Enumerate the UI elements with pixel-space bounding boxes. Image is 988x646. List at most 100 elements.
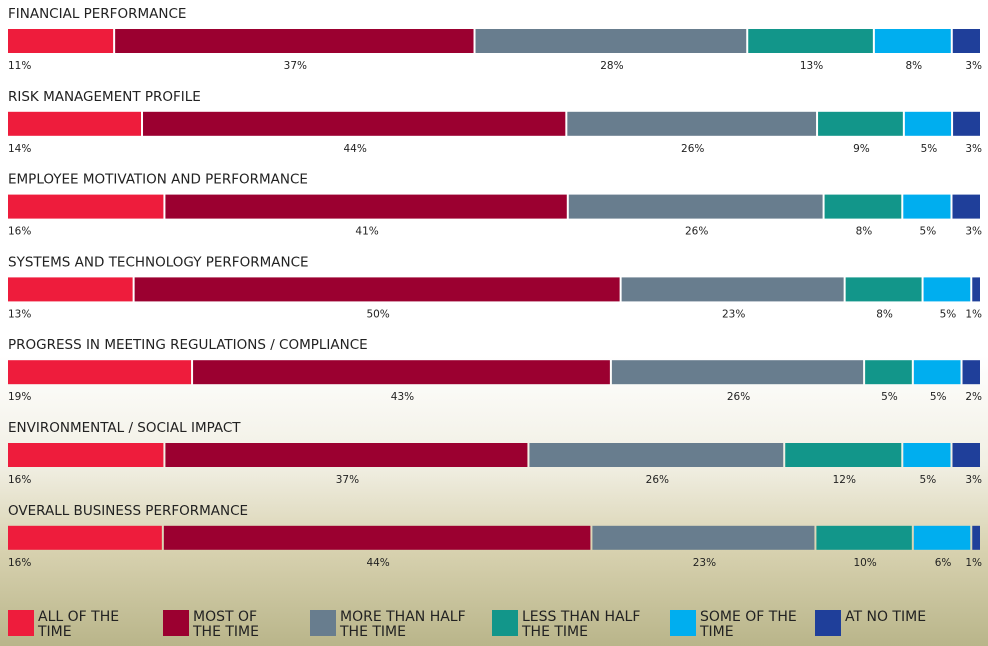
legend-label: LESS THAN HALF THE TIME xyxy=(522,610,652,640)
row-title: ENVIRONMENTAL / SOCIAL IMPACT xyxy=(8,420,241,436)
value-label: 23% xyxy=(693,557,716,569)
bar-segment xyxy=(953,29,980,53)
bar-segment xyxy=(193,360,610,384)
value-label: 1% xyxy=(965,308,982,320)
value-label: 8% xyxy=(856,226,873,238)
value-label: 5% xyxy=(930,391,947,403)
bar-segment xyxy=(8,360,191,384)
bar-segment xyxy=(816,526,911,550)
value-label: 11% xyxy=(8,60,31,72)
value-label: 6% xyxy=(935,557,952,569)
value-label: 5% xyxy=(921,143,938,155)
bar-segment xyxy=(569,195,823,219)
bar-segment xyxy=(476,29,747,53)
legend-swatch xyxy=(815,610,841,636)
bar-segment xyxy=(825,195,902,219)
legend-swatch xyxy=(310,610,336,636)
value-label: 41% xyxy=(355,226,378,238)
bar-segment xyxy=(914,360,961,384)
value-label: 10% xyxy=(853,557,876,569)
bar-segment xyxy=(903,443,950,467)
value-label: 12% xyxy=(833,474,856,486)
legend-item: MOST OF THE TIME xyxy=(163,610,281,640)
bar-segment xyxy=(8,526,162,550)
value-label: 28% xyxy=(600,60,623,72)
legend-label: AT NO TIME xyxy=(845,610,975,625)
value-label: 16% xyxy=(8,557,31,569)
value-label: 8% xyxy=(905,60,922,72)
legend-label: ALL OF THE TIME xyxy=(38,610,138,640)
bar-segment xyxy=(143,112,565,136)
legend-item: ALL OF THE TIME xyxy=(8,610,138,640)
bar-segment xyxy=(903,195,950,219)
bar-segment xyxy=(8,29,113,53)
value-label: 5% xyxy=(920,474,937,486)
bar-segment xyxy=(567,112,816,136)
value-label: 3% xyxy=(965,226,982,238)
legend-label: SOME OF THE TIME xyxy=(700,610,800,640)
value-label: 19% xyxy=(8,391,31,403)
row-title: FINANCIAL PERFORMANCE xyxy=(8,6,186,22)
bar-segment xyxy=(924,277,971,301)
value-label: 9% xyxy=(853,143,870,155)
bar-segment xyxy=(529,443,783,467)
value-label: 14% xyxy=(8,143,31,155)
bar-segment xyxy=(8,112,141,136)
bar-segment xyxy=(865,360,912,384)
bar-segment xyxy=(8,277,133,301)
value-label: 44% xyxy=(343,143,366,155)
bar-segment xyxy=(914,526,970,550)
bar-segment xyxy=(818,112,903,136)
bar-segment xyxy=(592,526,814,550)
value-label: 26% xyxy=(646,474,669,486)
value-label: 8% xyxy=(876,308,893,320)
bar-segment xyxy=(8,443,163,467)
legend-swatch xyxy=(492,610,518,636)
value-label: 26% xyxy=(685,226,708,238)
value-label: 3% xyxy=(965,143,982,155)
value-label: 13% xyxy=(800,60,823,72)
legend-item: AT NO TIME xyxy=(815,610,975,636)
row-title: EMPLOYEE MOTIVATION AND PERFORMANCE xyxy=(8,172,308,188)
bar-segment xyxy=(165,195,566,219)
bar-segment xyxy=(905,112,951,136)
legend-swatch xyxy=(8,610,34,636)
legend-swatch xyxy=(670,610,696,636)
value-label: 37% xyxy=(284,60,307,72)
bar-segment xyxy=(785,443,901,467)
value-label: 2% xyxy=(965,391,982,403)
row-title: RISK MANAGEMENT PROFILE xyxy=(8,89,201,105)
legend-item: LESS THAN HALF THE TIME xyxy=(492,610,652,640)
legend-item: MORE THAN HALF THE TIME xyxy=(310,610,470,640)
value-label: 26% xyxy=(727,391,750,403)
bar-segment xyxy=(612,360,863,384)
bar-segment xyxy=(135,277,620,301)
bar-segment xyxy=(952,443,980,467)
bar-segment xyxy=(115,29,473,53)
bar-segment xyxy=(8,195,163,219)
bar-segment xyxy=(622,277,844,301)
legend-swatch xyxy=(163,610,189,636)
bar-segment xyxy=(972,277,980,301)
legend-label: MORE THAN HALF THE TIME xyxy=(340,610,470,640)
value-label: 16% xyxy=(8,474,31,486)
bar-segment xyxy=(875,29,951,53)
value-label: 5% xyxy=(881,391,898,403)
bar-segment xyxy=(164,526,591,550)
value-label: 26% xyxy=(681,143,704,155)
value-label: 16% xyxy=(8,226,31,238)
value-label: 50% xyxy=(366,308,389,320)
value-label: 44% xyxy=(366,557,389,569)
bar-segment xyxy=(748,29,873,53)
bar-segment xyxy=(972,526,980,550)
bar-segment xyxy=(846,277,922,301)
legend-label: MOST OF THE TIME xyxy=(193,610,281,640)
value-label: 13% xyxy=(8,308,31,320)
value-label: 37% xyxy=(336,474,359,486)
bar-segment xyxy=(165,443,527,467)
value-label: 3% xyxy=(965,60,982,72)
chart: FINANCIAL PERFORMANCE 11% 37% 28% 13% 8% 3% RIS… xyxy=(0,0,988,646)
bar-segment xyxy=(953,112,980,136)
legend-item: SOME OF THE TIME xyxy=(670,610,800,640)
value-label: 3% xyxy=(965,474,982,486)
